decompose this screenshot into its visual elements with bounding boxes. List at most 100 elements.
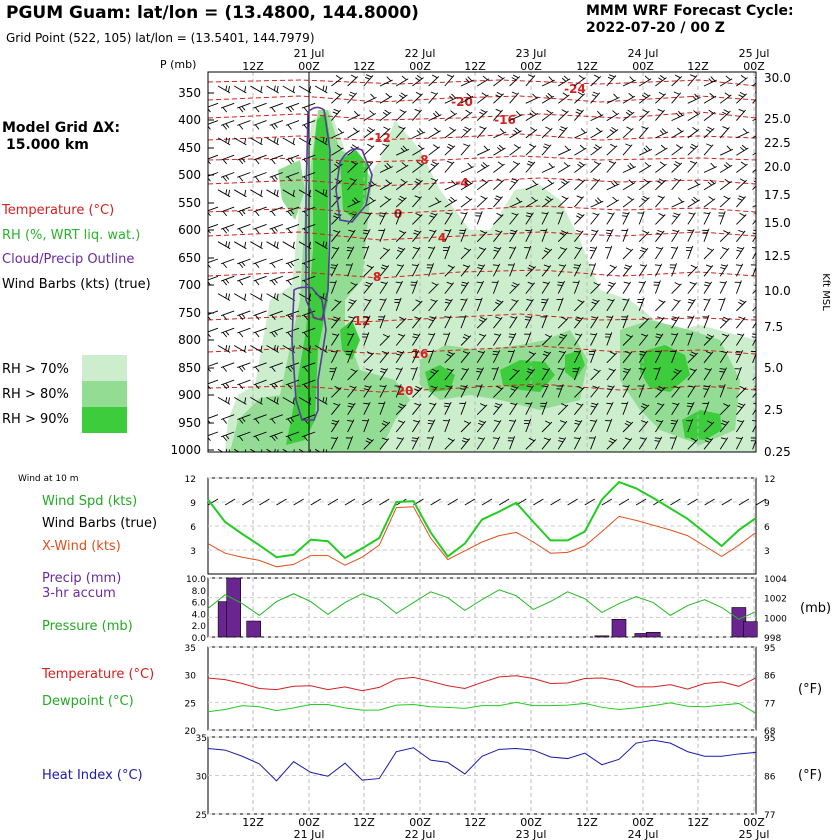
pressure-tick: 998 [764,634,781,644]
wind-barb [412,420,421,433]
cloud-outline-low [291,286,327,421]
precip-bar [226,577,241,638]
station-title: PGUM Guam: lat/lon = (13.4800, 144.8000) [6,3,419,23]
wind-barb [557,316,569,329]
wind-barb [233,293,247,301]
isotherm-line [208,269,756,279]
wind-barb [250,241,263,250]
wind-barb [298,345,312,353]
wind-barb [752,205,756,208]
wind-barb [217,85,231,94]
wind-barb [220,379,235,390]
wind-barb [396,145,410,156]
wind-barb [736,128,750,139]
wind-barb [460,350,471,364]
temp-tick-f: 68 [764,727,776,737]
precip-tick: 0.0 [192,634,207,644]
wind-barb [379,162,393,173]
wind-barb [654,436,663,450]
wind-barb [509,282,520,294]
wind-barb [541,196,554,208]
wind-barb [220,206,235,217]
height-tick: 2.5 [764,403,783,417]
wind-barb [428,161,440,173]
bottom-date-label: 22 Jul [405,828,436,840]
precip-tick: 6.0 [192,599,207,609]
wind-barb [671,91,682,104]
wind-barb [476,75,490,87]
wind-barb [253,223,267,234]
wind-barb [301,362,316,372]
wind-barb [208,414,219,424]
wind-barb [590,299,600,312]
isotherm-label: -20 [451,95,473,109]
wind-barb [208,258,219,269]
wind-barb [622,143,633,156]
wind-barb [606,264,618,277]
wind-barb [540,401,548,415]
wind-barb [250,397,263,405]
wind-barb [719,75,733,87]
wind-barb [509,197,523,208]
wind-barb [703,420,715,433]
wind-barb [671,74,683,87]
wind-barb [493,128,507,139]
wind-barb [253,310,267,320]
wind-barb [525,437,537,450]
bottom-hour-label: 00Z [520,816,542,829]
wind-barb [285,414,300,424]
wind-barb [428,74,440,87]
wind-barb [622,109,635,121]
wind-barb [736,385,747,398]
wind-barb [637,384,645,398]
wind-barb [540,314,548,329]
cloud-outline-upper [305,106,331,321]
wind-barb [702,314,710,329]
wind-barb [378,401,386,415]
wind-barb [671,402,680,415]
wind-barb [719,230,731,243]
wind-barb [541,281,551,294]
wind-barb [363,315,371,329]
wind-barb [395,162,409,173]
wind-barb [460,76,474,87]
height-tick: 12.5 [764,249,791,263]
wind-barb [525,126,538,139]
pressure-tick: 700 [178,278,201,292]
wind-barb [638,367,646,381]
wind-barb [220,431,235,442]
wind-barb [653,366,661,381]
pressure-tick: 1004 [764,575,787,585]
wind-barb [703,211,711,225]
top-hour-label: 00Z [743,60,765,73]
wind-barb [412,229,422,242]
bottom-date-label: 24 Jul [628,828,659,840]
wind-barb [237,310,251,320]
wind-barb [622,179,636,191]
wind-barb [444,126,457,139]
wind-barb [719,92,732,104]
wind-barb [491,280,499,294]
wind-barb [237,102,251,113]
wind-barb [237,172,251,182]
wind-barb [606,368,616,381]
wind-barb [363,281,373,294]
legend-xwind: X-Wind (kts) [42,539,121,554]
wind-barb [622,350,633,364]
wind-barb [655,195,665,208]
wind-barb [655,75,667,87]
wind-barb [573,436,582,450]
precip-bar [645,631,661,638]
wind-barb [736,333,745,346]
top-date-label: 22 Jul [405,47,436,60]
wind-barb [412,195,422,208]
wind-barb [588,436,597,450]
wind-barb [703,368,713,381]
wind-barb [460,368,470,381]
wind-barb [541,109,554,121]
wind-barb [655,108,665,121]
wind-barb [253,414,267,424]
wind-barb [253,327,267,338]
bottom-hour-label: 00Z [298,816,320,829]
wind-barb [428,110,442,122]
